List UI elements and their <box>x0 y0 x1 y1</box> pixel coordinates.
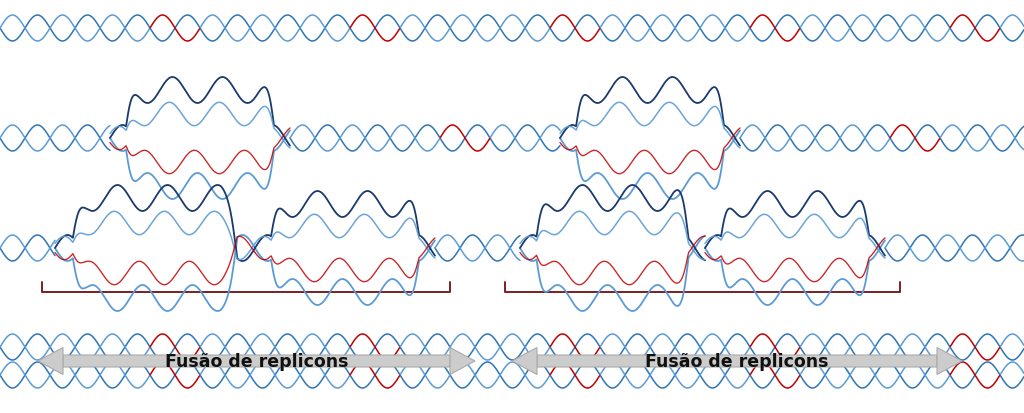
FancyArrow shape <box>937 348 962 375</box>
Text: Fusão de replicons: Fusão de replicons <box>165 352 348 370</box>
FancyArrow shape <box>450 348 475 375</box>
FancyArrow shape <box>38 348 63 375</box>
FancyArrow shape <box>63 355 450 367</box>
Text: Fusão de replicons: Fusão de replicons <box>645 352 828 370</box>
FancyArrow shape <box>512 348 537 375</box>
FancyArrow shape <box>537 355 937 367</box>
